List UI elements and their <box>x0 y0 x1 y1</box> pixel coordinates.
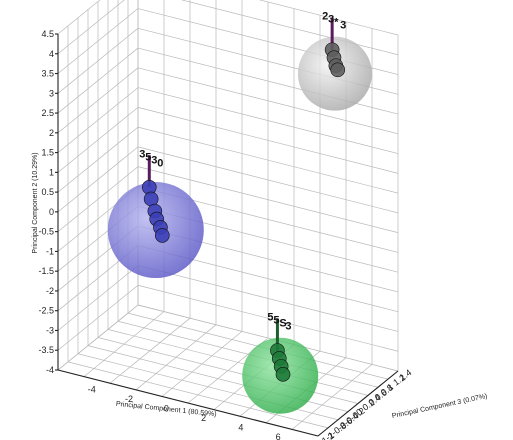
y-tick-label: -3 <box>46 325 54 335</box>
y-tick-label: -1.5 <box>38 266 54 276</box>
point-label: 3 <box>285 321 291 333</box>
x-tick-label: -4 <box>88 385 96 395</box>
y-tick-label: -2.5 <box>38 306 54 316</box>
point-label: 5 <box>145 151 151 163</box>
y-axis-label: Principal Component 2 (10.29%) <box>32 152 39 253</box>
pc3-axis-line <box>317 370 399 437</box>
cluster-2: 5 5 S3 <box>242 312 319 414</box>
floor-gridline <box>137 304 399 372</box>
y-tick-label: -0.5 <box>38 227 54 237</box>
point-label: 0 <box>157 157 163 169</box>
point-label: 3 <box>340 20 346 32</box>
point-label: 3 <box>139 148 145 160</box>
x-tick-label: 6 <box>276 432 281 440</box>
axes <box>57 34 399 437</box>
data-point <box>330 62 346 78</box>
data-point <box>275 367 291 382</box>
point-label: S <box>279 318 286 330</box>
y-tick-label: 1.5 <box>41 148 54 158</box>
y-tick-label: 2.5 <box>41 108 54 118</box>
cluster-1: 2 3 * 3 <box>297 11 372 111</box>
y-tick-label: 0 <box>49 207 54 217</box>
data-point <box>143 191 159 207</box>
z-tick-label: 0 <box>354 407 364 418</box>
y-tick-label: 3.5 <box>41 69 54 79</box>
floor-gridline <box>117 320 379 388</box>
y-tick-label: -4 <box>46 365 54 375</box>
y-tick-label: 4 <box>49 49 54 59</box>
point-label: 2 <box>322 11 328 23</box>
clusters: 3 5 3 02 3 * 35 5 S3 <box>107 11 372 414</box>
point-label: * <box>334 17 339 29</box>
floor-gridline <box>107 329 369 396</box>
y-tick-label: 0.5 <box>41 187 54 197</box>
x-tick-label: 0 <box>164 404 169 414</box>
y-tick-label: 4.5 <box>41 29 54 39</box>
y-tick-label: -3.5 <box>38 345 54 355</box>
z-tick-label: 1 <box>385 382 395 393</box>
z-axis-label: Principal Component 3 (0.07%) <box>391 393 488 420</box>
x-tick-label: 2 <box>201 413 206 423</box>
point-label: 3 <box>328 14 334 26</box>
point-label: 5 <box>273 315 279 327</box>
y-tick-label: 2 <box>49 128 54 138</box>
y-tick-label: -1 <box>46 246 54 256</box>
pc1-axis-line <box>57 369 319 437</box>
y-tick-label: 3 <box>49 88 54 98</box>
tick-labels: 4.5 4 3.5 3 2.5 2 1.5 1 0.5 0 -0.5 -1 -1.5 -2 -2.5 -3 -3… <box>38 29 413 440</box>
x-tick-label: -2 <box>125 394 133 404</box>
y-tick-label: 1 <box>49 167 54 177</box>
point-label: 5 <box>267 312 273 324</box>
floor-gridline <box>67 361 329 429</box>
x-tick-label: 4 <box>238 422 243 432</box>
floor-gridline <box>97 337 359 404</box>
z-tick-label: -1.2 <box>317 431 335 440</box>
z-tick-label: -1 <box>324 430 336 440</box>
data-point <box>154 228 170 243</box>
point-label: 3 <box>151 154 157 166</box>
y-tick-label: -2 <box>46 286 54 296</box>
